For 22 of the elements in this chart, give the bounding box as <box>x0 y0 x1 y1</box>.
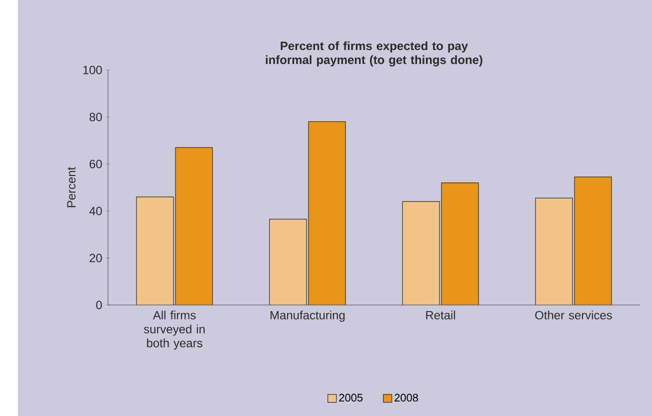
x-tick-label: Other services <box>535 310 612 320</box>
x-tick-label: Retail <box>426 310 455 320</box>
bar <box>574 176 612 305</box>
bar <box>175 148 212 305</box>
bar <box>402 202 440 305</box>
y-tick-label: 40 <box>89 206 102 216</box>
x-tick-label: Manufacturing <box>270 310 345 322</box>
y-tick-label: 60 <box>90 160 102 168</box>
legend-label: 2008 <box>394 394 418 402</box>
bar <box>442 182 478 305</box>
y-tick-label: 0 <box>96 300 102 310</box>
bar <box>136 196 174 305</box>
y-axis-title: Percent <box>67 166 76 208</box>
y-tick-label: 80 <box>90 112 102 122</box>
chart-title: Percent of firms expected to pay informal payment (to get things done) <box>266 41 482 66</box>
y-tick-label: 20 <box>90 254 102 262</box>
y-tick-label: 100 <box>83 66 102 74</box>
bar <box>270 219 307 305</box>
x-tick-label: All firms surveyed in both years <box>144 310 205 350</box>
legend-label: 2005 <box>339 394 363 402</box>
bar <box>535 198 573 305</box>
bar <box>308 122 346 305</box>
